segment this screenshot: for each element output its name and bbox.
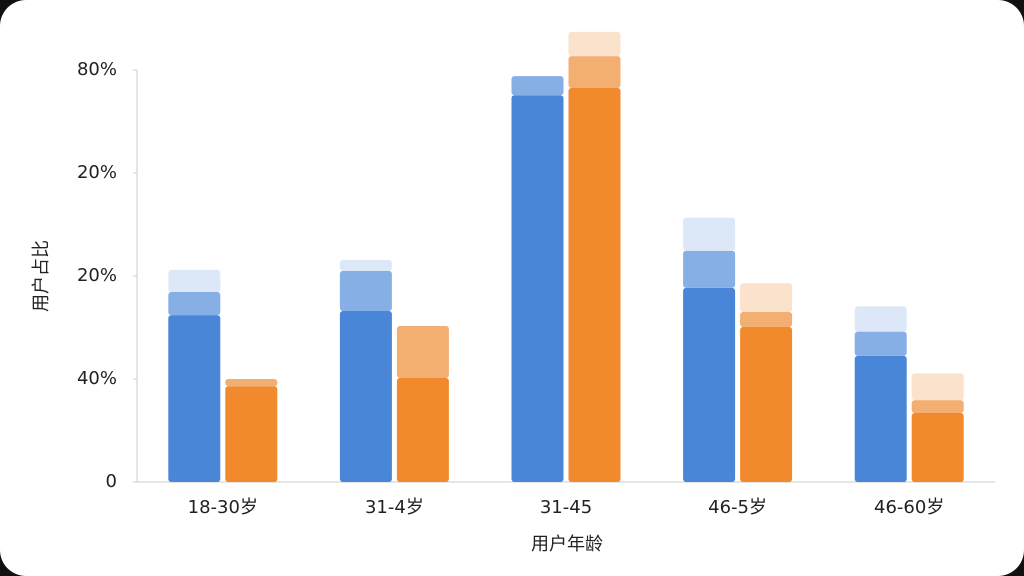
y-tick-label: 20% xyxy=(77,162,117,183)
bar-segment xyxy=(568,56,621,89)
bar-segment xyxy=(511,95,564,483)
bar-segment xyxy=(511,76,564,96)
x-axis-label: 用户年龄 xyxy=(531,534,603,555)
y-tick-label: 80% xyxy=(77,59,117,80)
x-tick-label: 18-30岁 xyxy=(188,497,258,518)
bar-segment xyxy=(339,270,392,312)
y-tick-label: 40% xyxy=(77,368,117,389)
bar-segment xyxy=(168,269,221,292)
x-tick-label: 31-4岁 xyxy=(365,497,424,518)
bar-segment xyxy=(168,291,221,316)
bar-segment xyxy=(339,311,392,482)
bar-segment xyxy=(911,412,964,482)
bar-segment xyxy=(854,331,907,356)
bar-segment xyxy=(396,325,449,378)
bar-segment xyxy=(740,326,793,482)
bar-segment xyxy=(568,88,621,483)
y-tick-label: 20% xyxy=(77,265,117,286)
bar-segment xyxy=(911,400,964,413)
bar-segment xyxy=(854,355,907,482)
bar-segment xyxy=(683,217,736,251)
bar-segment xyxy=(396,377,449,482)
bar-segment xyxy=(568,31,621,57)
bar-segment xyxy=(339,260,392,271)
bar-segment xyxy=(911,373,964,401)
bar-segment xyxy=(740,312,793,327)
bar-segment xyxy=(168,315,221,482)
bar-segment xyxy=(683,287,736,482)
bar-segment xyxy=(225,379,278,387)
bar-segment xyxy=(740,283,793,313)
y-tick-label: 0 xyxy=(106,471,117,492)
bar-segment xyxy=(854,306,907,332)
x-tick-label: 46-60岁 xyxy=(874,497,944,518)
bar-segment xyxy=(225,386,278,482)
y-axis-label: 用户占比 xyxy=(31,240,52,312)
x-tick-label: 31-45 xyxy=(540,497,592,518)
bar-segment xyxy=(683,250,736,288)
x-tick-label: 46-5岁 xyxy=(708,497,767,518)
